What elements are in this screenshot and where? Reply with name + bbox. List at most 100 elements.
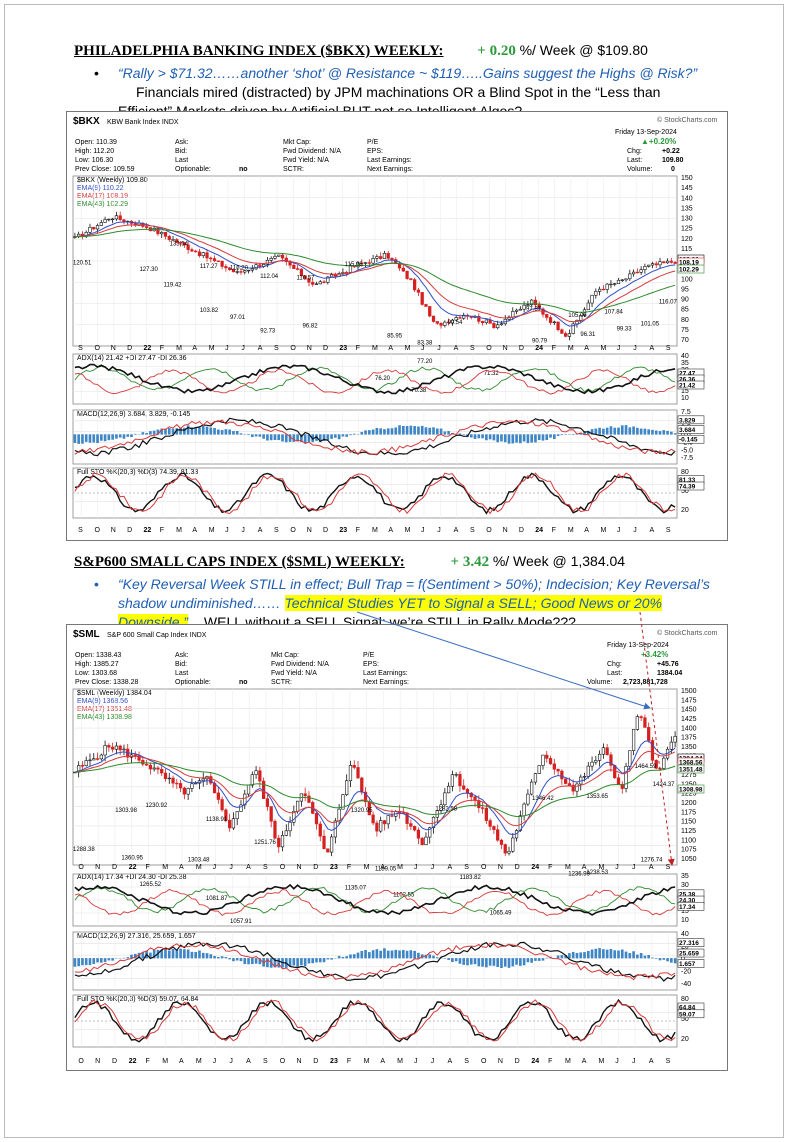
macd-histogram-bar	[81, 434, 84, 444]
macd-histogram-bar	[447, 958, 450, 960]
candle-body	[454, 774, 458, 776]
candle-body	[564, 333, 568, 337]
macd-histogram-bar	[379, 950, 382, 959]
macd-histogram-bar	[549, 434, 552, 438]
bkx-mktcap: Mkt Cap:	[283, 139, 311, 146]
macd-histogram-bar	[368, 430, 371, 435]
macd-histogram-bar	[326, 958, 330, 960]
sml-sctr: SCTR:	[271, 679, 292, 686]
bkx-optionable: Optionable:	[175, 166, 211, 173]
candle-body	[533, 773, 538, 783]
macd-histogram-bar	[575, 952, 579, 959]
sml-vol: 2,723,881,728	[623, 679, 668, 686]
month-axis-label: N	[297, 864, 302, 871]
bkx-pe: P/E	[367, 139, 379, 146]
macd-histogram-bar	[526, 958, 530, 963]
macd-histogram-bar	[496, 434, 500, 443]
sml-last-label: Last:	[607, 670, 622, 677]
macd-histogram-bar	[107, 434, 111, 441]
month-axis-label: S	[470, 527, 475, 534]
macd-histogram-bar	[164, 949, 167, 959]
macd-histogram-bar	[360, 432, 364, 435]
macd-histogram-bar	[224, 429, 228, 435]
macd-histogram-bar	[590, 949, 594, 959]
candle-body	[446, 321, 451, 324]
bkx-open: Open: 110.39	[75, 139, 117, 146]
macd-histogram-bar	[337, 434, 341, 440]
month-axis-label: S	[263, 1058, 268, 1065]
candle-body	[375, 822, 379, 832]
macd-histogram-bar	[247, 958, 250, 965]
macd-histogram-bar	[266, 434, 269, 441]
candle-body	[454, 317, 458, 321]
candle-body	[167, 236, 171, 240]
candle-body	[201, 252, 205, 257]
macd-histogram-bar	[552, 434, 556, 440]
candle-body	[250, 774, 254, 786]
ema17-line	[74, 750, 676, 827]
month-axis-label: S	[666, 527, 671, 534]
candle-body	[348, 765, 353, 782]
macd-histogram-bar	[571, 433, 575, 435]
macd-histogram-bar	[390, 950, 394, 959]
candle-body	[216, 260, 220, 262]
macd-histogram-bar	[605, 949, 609, 959]
month-axis-label: D	[127, 345, 132, 352]
ema43-line	[74, 228, 676, 313]
macd-histogram-bar	[658, 431, 662, 435]
candle-body	[480, 807, 485, 809]
price-annotation: 96.31	[580, 332, 596, 338]
candle-body	[92, 226, 96, 230]
macd-histogram-bar	[201, 952, 205, 959]
macd-histogram-bar	[428, 954, 432, 959]
bkx-next-earnings: Next Earnings:	[367, 166, 413, 173]
candle-body	[333, 274, 337, 277]
macd-histogram-bar	[473, 958, 477, 965]
bkx-weekly-change: + 0.20	[477, 43, 516, 59]
macd-signal-line	[74, 419, 676, 456]
plus-di-line	[74, 886, 676, 914]
macd-histogram-bar	[560, 434, 564, 436]
macd-histogram-bar	[632, 426, 635, 435]
macd-histogram-bar	[670, 431, 673, 435]
month-axis-label: M	[209, 527, 215, 534]
macd-histogram-bar	[220, 956, 224, 959]
macd-histogram-bar	[235, 958, 239, 961]
bullet-icon: •	[94, 576, 99, 592]
price-annotation: 105.06	[568, 313, 587, 319]
macd-histogram-bar	[602, 949, 605, 959]
price-annotation: 1230.92	[145, 803, 167, 809]
macd-histogram-bar	[179, 948, 182, 959]
macd-histogram-bar	[443, 431, 447, 435]
candle-body	[647, 727, 651, 741]
candle-body	[552, 763, 556, 770]
bkx-chart-svg: $BKX KBW Bank Index INDX © StockCharts.c…	[72, 116, 718, 534]
bkx-last-label: Last:	[627, 157, 642, 164]
candle-body	[654, 263, 658, 266]
ema9-line	[74, 221, 676, 327]
macd-axis-label: 20	[681, 944, 689, 951]
month-axis-label: O	[280, 1058, 286, 1065]
macd-histogram-bar	[503, 958, 507, 967]
macd-histogram-bar	[209, 427, 213, 435]
month-axis-label: A	[258, 527, 263, 534]
candle-body	[616, 279, 621, 284]
price-annotation: 97.01	[230, 315, 246, 321]
candle-body	[303, 793, 307, 797]
candle-body	[458, 317, 462, 319]
bkx-chg-label: Chg:	[627, 148, 642, 155]
ema-tag: 1351.48	[679, 767, 703, 774]
macd-axis-label: 7.5	[681, 409, 691, 416]
sml-weekly-change: + 3.42	[450, 554, 490, 570]
candle-body	[307, 795, 311, 803]
month-axis-label: A	[179, 864, 184, 871]
price-axis-label: 90	[681, 297, 689, 304]
candle-body	[545, 754, 549, 759]
macd-histogram-bar	[232, 431, 235, 435]
macd-histogram-bar	[194, 952, 198, 959]
candle-body	[624, 278, 628, 281]
month-axis-label: J	[229, 864, 233, 871]
candle-body	[582, 776, 587, 778]
sml-chart-svg: $SML S&P 600 Small Cap Index INDX © Stoc…	[72, 629, 718, 1065]
macd-histogram-bar	[371, 429, 375, 435]
